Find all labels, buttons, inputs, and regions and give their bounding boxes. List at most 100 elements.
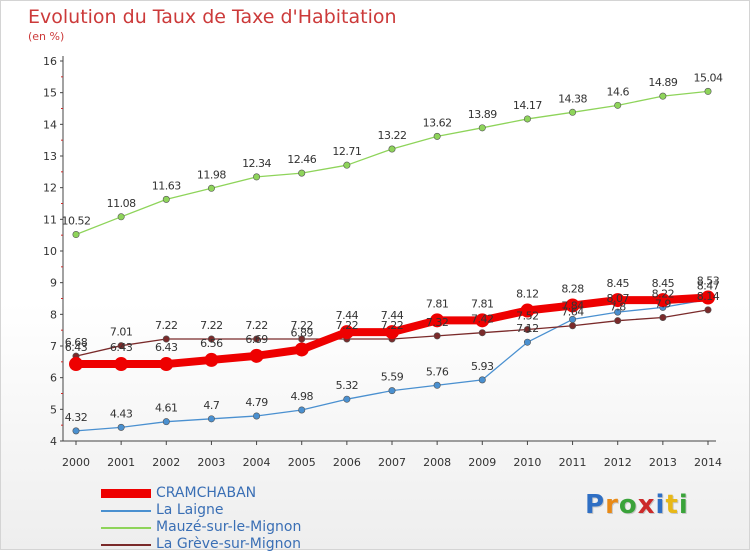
- y-tick-label: 15: [43, 87, 57, 100]
- logo-letter: o: [618, 490, 638, 520]
- y-tick-label: 11: [43, 213, 57, 226]
- data-label: 8.53: [697, 275, 720, 288]
- data-point: [610, 293, 625, 308]
- data-label: 4.61: [155, 402, 178, 415]
- y-tick-label: 13: [43, 150, 57, 163]
- x-tick-label: 2005: [288, 456, 316, 469]
- data-label: 11.08: [107, 197, 136, 210]
- data-point: [207, 335, 215, 343]
- data-label: 13.89: [468, 108, 497, 121]
- data-label: 8.12: [516, 288, 539, 301]
- data-label: 13.62: [423, 116, 452, 129]
- data-label: 14.89: [648, 76, 677, 89]
- data-label: 14.38: [558, 92, 587, 105]
- data-label: 4.79: [245, 396, 268, 409]
- legend-swatch-mauze: [101, 527, 151, 529]
- data-point: [614, 101, 622, 109]
- data-point: [385, 325, 399, 340]
- data-label: 15.04: [694, 71, 723, 84]
- data-label: 7.81: [426, 297, 449, 310]
- data-label: 4.98: [290, 390, 313, 403]
- data-label: 6.56: [200, 337, 223, 350]
- proxiti-logo: Proxiti: [585, 490, 689, 520]
- y-tick-label: 4: [50, 435, 57, 448]
- series-2: [72, 87, 712, 239]
- data-label: 6.43: [65, 341, 88, 354]
- data-point: [339, 325, 354, 340]
- data-point: [388, 387, 396, 395]
- y-tick-label: 5: [50, 403, 57, 416]
- data-label: 7.22: [155, 319, 178, 332]
- legend-swatch-cramchaban: [101, 489, 151, 498]
- data-point: [478, 376, 486, 384]
- data-point: [253, 335, 261, 343]
- y-tick-label: 16: [43, 55, 57, 68]
- y-tick-label: 6: [50, 372, 57, 385]
- data-point: [704, 87, 712, 95]
- data-label: 7.9: [655, 298, 671, 311]
- chart-title: Evolution du Taux de Taxe d'Habitation: [28, 6, 397, 28]
- data-label: 7.64: [561, 306, 584, 319]
- data-point: [614, 317, 622, 325]
- data-point: [388, 145, 396, 153]
- data-label: 6.68: [65, 336, 88, 349]
- data-point: [162, 335, 170, 343]
- data-label: 5.32: [336, 379, 359, 392]
- data-label: 7.84: [561, 299, 584, 312]
- data-label: 8.07: [606, 292, 629, 305]
- data-label: 8.45: [606, 277, 629, 290]
- data-point: [294, 342, 309, 357]
- data-point: [478, 124, 486, 132]
- data-point: [298, 406, 306, 414]
- data-label: 7.01: [110, 326, 133, 339]
- data-point: [207, 184, 215, 192]
- data-label: 8.28: [561, 282, 584, 295]
- data-point: [117, 423, 125, 431]
- data-label: 14.6: [606, 85, 629, 98]
- legend-label-la-greve: La Grève-sur-Mignon: [156, 536, 301, 552]
- data-point: [704, 306, 712, 314]
- y-tick-label: 12: [43, 182, 57, 195]
- data-point: [433, 132, 441, 140]
- data-label: 7.32: [426, 316, 449, 329]
- x-tick-label: 2004: [243, 456, 271, 469]
- data-point: [659, 313, 667, 321]
- data-point: [253, 412, 261, 420]
- data-label: 7.12: [516, 322, 539, 335]
- series-1: [72, 295, 712, 435]
- logo-letter: i: [655, 490, 666, 520]
- data-point: [298, 335, 306, 343]
- data-point: [117, 342, 125, 350]
- logo-letter: P: [585, 490, 606, 520]
- y-tick-label: 8: [50, 308, 57, 321]
- data-label: 7.8: [610, 301, 626, 314]
- data-point: [659, 92, 667, 100]
- data-point: [475, 313, 490, 328]
- data-label: 11.98: [197, 168, 226, 181]
- logo-letter: i: [678, 490, 689, 520]
- data-point: [430, 313, 445, 328]
- legend-swatch-la-laigne: [101, 510, 151, 512]
- data-point: [343, 395, 351, 403]
- data-label: 12.34: [242, 157, 271, 170]
- data-label: 8.14: [697, 290, 720, 303]
- x-tick-label: 2001: [107, 456, 135, 469]
- chart-subtitle: (en %): [28, 30, 65, 43]
- x-tick-label: 2014: [694, 456, 722, 469]
- legend-swatch-la-greve: [101, 544, 151, 546]
- data-label: 6.43: [110, 341, 133, 354]
- data-label: 8.22: [652, 287, 675, 300]
- data-point: [207, 415, 215, 423]
- data-label: 7.44: [336, 309, 359, 322]
- logo-letter: r: [605, 490, 619, 520]
- data-point: [520, 303, 535, 318]
- data-label: 7.22: [290, 319, 313, 332]
- data-point: [523, 115, 531, 123]
- data-point: [655, 293, 670, 308]
- data-label: 4.32: [65, 411, 88, 424]
- data-point: [523, 338, 531, 346]
- data-point: [159, 357, 174, 372]
- data-point: [204, 352, 219, 367]
- data-label: 7.22: [245, 319, 268, 332]
- data-label: 10.52: [62, 215, 91, 228]
